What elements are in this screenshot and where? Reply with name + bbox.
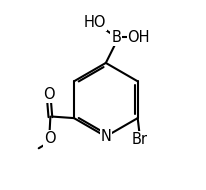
Text: O: O [43, 87, 55, 102]
Text: N: N [100, 129, 111, 144]
Text: B: B [111, 30, 121, 45]
Text: HO: HO [83, 15, 106, 30]
Text: O: O [44, 131, 55, 146]
Text: Br: Br [132, 132, 147, 147]
Text: OH: OH [128, 30, 150, 45]
